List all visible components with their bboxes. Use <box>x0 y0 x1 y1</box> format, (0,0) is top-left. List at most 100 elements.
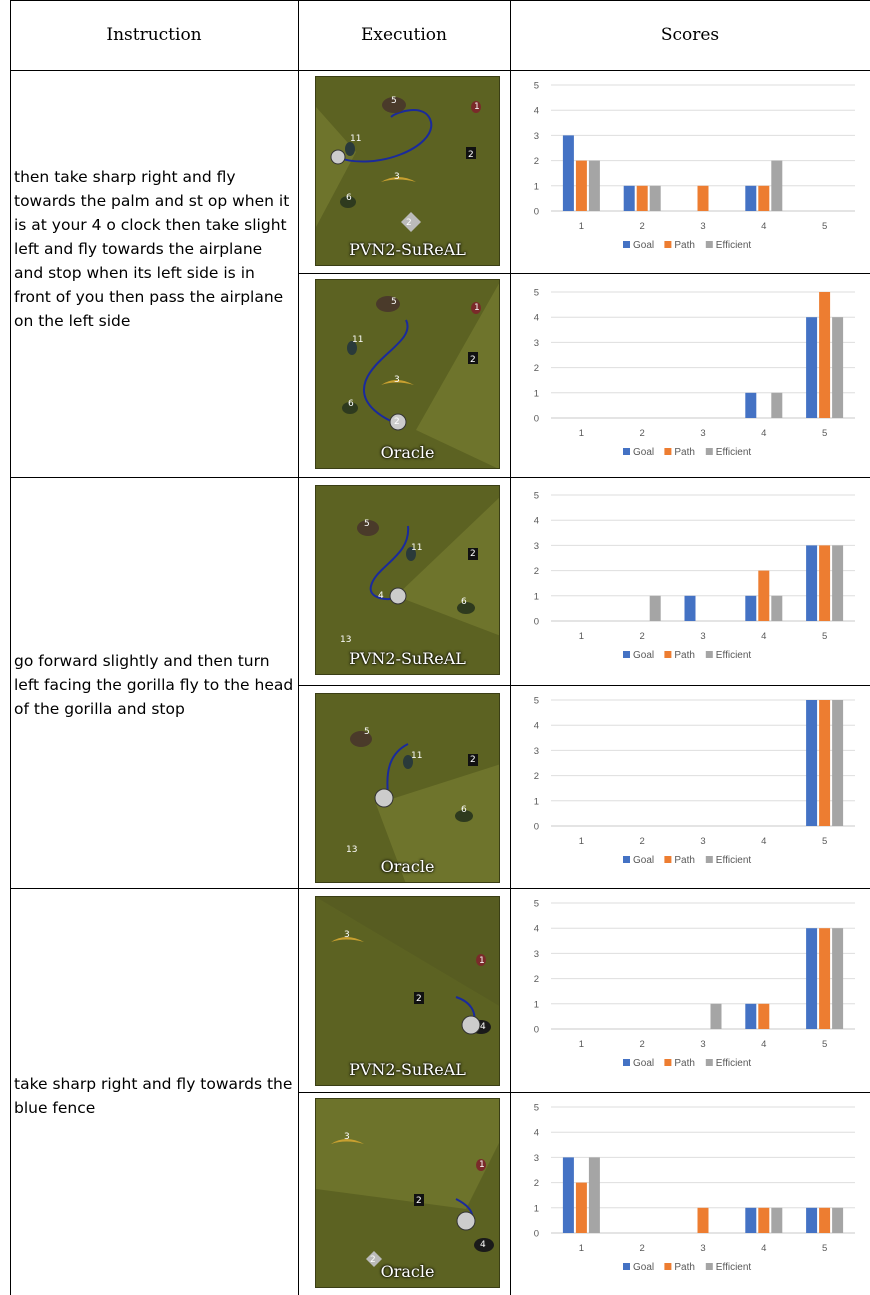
landmark-label: 2 <box>370 1255 376 1265</box>
y-tick-label: 0 <box>534 414 539 425</box>
bar-goal <box>806 317 818 418</box>
bar-efficient <box>588 1157 600 1233</box>
y-tick-label: 3 <box>534 746 539 757</box>
instruction-text: then take sharp right and fly towards th… <box>14 168 290 330</box>
y-tick-label: 5 <box>534 81 539 92</box>
y-tick-label: 5 <box>534 1103 539 1114</box>
legend-swatch <box>623 448 630 455</box>
x-tick-label: 1 <box>579 1243 584 1254</box>
x-tick-label: 4 <box>761 221 766 232</box>
y-tick-label: 5 <box>534 491 539 502</box>
map-label: PVN2-SuReAL <box>349 240 466 259</box>
bar-path <box>819 545 831 621</box>
y-tick-label: 3 <box>534 338 539 349</box>
landmark-label: 2 <box>406 218 412 228</box>
legend-swatch <box>705 241 713 248</box>
landmark-label: 2 <box>416 1196 422 1206</box>
x-tick-label: 1 <box>579 836 584 847</box>
bar-path <box>636 185 648 211</box>
x-tick-label: 5 <box>822 428 827 439</box>
x-tick-label: 4 <box>761 428 766 439</box>
bar-efficient <box>588 160 600 211</box>
landmark-label: 5 <box>364 519 370 529</box>
bar-efficient <box>771 595 783 621</box>
score-chart: 0 1 2 3 4 5 1 2 3 4 5 Goal Path Efficient <box>525 896 865 1084</box>
bar-path <box>819 1207 831 1233</box>
landmark-label: 11 <box>411 543 422 553</box>
header-instruction: Instruction <box>106 25 202 45</box>
landmark-label: 3 <box>344 1132 350 1142</box>
legend-label: Goal <box>633 650 654 661</box>
y-tick-label: 0 <box>534 617 539 628</box>
landmark-label: 6 <box>346 193 352 203</box>
y-tick-label: 2 <box>534 566 539 577</box>
bar-goal <box>806 545 818 621</box>
legend-swatch <box>664 241 672 248</box>
y-tick-label: 0 <box>534 1229 539 1240</box>
map-scene: 3 1 2 4 2 <box>316 1099 499 1267</box>
landmark-label: 13 <box>346 845 357 855</box>
bar-efficient <box>771 392 783 418</box>
x-tick-label: 3 <box>700 1243 705 1254</box>
subrow-divider <box>298 685 870 686</box>
bar-efficient <box>771 160 783 211</box>
landmark-label: 6 <box>461 597 467 607</box>
y-tick-label: 5 <box>534 899 539 910</box>
x-tick-label: 5 <box>822 1039 827 1050</box>
bar-goal <box>562 135 574 211</box>
bar-path <box>819 292 831 418</box>
x-tick-label: 2 <box>640 1039 645 1050</box>
score-chart: 0 1 2 3 4 5 1 2 3 4 5 Goal Path Efficient <box>525 78 865 266</box>
y-tick-label: 2 <box>534 974 539 985</box>
map-scene: 5 11 2 4 6 13 <box>340 497 499 645</box>
legend-label: Path <box>674 240 695 251</box>
legend-label: Goal <box>633 1058 654 1069</box>
y-tick-label: 1 <box>534 1203 539 1214</box>
x-tick-label: 1 <box>579 428 584 439</box>
bar-goal <box>745 595 757 621</box>
score-chart: 0 1 2 3 4 5 1 2 3 4 5 Goal Path Efficient <box>525 285 865 473</box>
bar-path <box>758 1207 770 1233</box>
landmark-label: 4 <box>480 1022 486 1032</box>
bar-goal <box>684 595 696 621</box>
legend-label: Efficient <box>716 447 752 458</box>
y-tick-label: 1 <box>534 999 539 1010</box>
y-tick-label: 2 <box>534 363 539 374</box>
x-tick-label: 4 <box>761 1039 766 1050</box>
score-chart: 0 1 2 3 4 5 1 2 3 4 5 Goal Path Efficient <box>525 488 865 676</box>
landmark-label: 1 <box>479 956 485 966</box>
bar-path <box>575 160 587 211</box>
x-tick-label: 2 <box>640 221 645 232</box>
execution-map: 5 11 2 4 6 13 PVN2-SuReAL <box>315 485 500 675</box>
table-left-border <box>10 0 11 1295</box>
x-tick-label: 2 <box>640 631 645 642</box>
landmark-label: 3 <box>344 930 350 940</box>
row-divider <box>10 477 870 478</box>
y-tick-label: 2 <box>534 771 539 782</box>
map-label: Oracle <box>380 1262 435 1281</box>
map-label: Oracle <box>380 857 435 876</box>
subrow-divider <box>298 273 870 274</box>
bar-path <box>819 700 831 826</box>
y-tick-label: 4 <box>534 106 539 117</box>
legend-label: Efficient <box>716 855 752 866</box>
bar-goal <box>806 1207 818 1233</box>
y-tick-label: 3 <box>534 1153 539 1164</box>
y-tick-label: 1 <box>534 591 539 602</box>
execution-map: 5 1 11 2 3 6 2 PVN2-SuReAL <box>315 76 500 266</box>
bar-path <box>758 185 770 211</box>
legend-swatch <box>705 448 713 455</box>
map-scene: 5 11 2 6 13 <box>346 727 499 882</box>
map-label: Oracle <box>380 443 435 462</box>
x-tick-label: 2 <box>640 1243 645 1254</box>
bar-chart-svg: 0 1 2 3 4 5 1 2 3 4 5 Goal Path Efficient <box>534 696 855 866</box>
legend-label: Path <box>674 650 695 661</box>
landmark-label: 6 <box>461 805 467 815</box>
bar-path <box>697 1207 709 1233</box>
y-tick-label: 1 <box>534 796 539 807</box>
bar-chart-svg: 0 1 2 3 4 5 1 2 3 4 5 Goal Path Efficient <box>534 1103 855 1273</box>
legend-swatch <box>664 1263 672 1270</box>
y-tick-label: 5 <box>534 288 539 299</box>
legend-swatch <box>623 651 630 658</box>
landmark-label: 13 <box>340 635 351 645</box>
